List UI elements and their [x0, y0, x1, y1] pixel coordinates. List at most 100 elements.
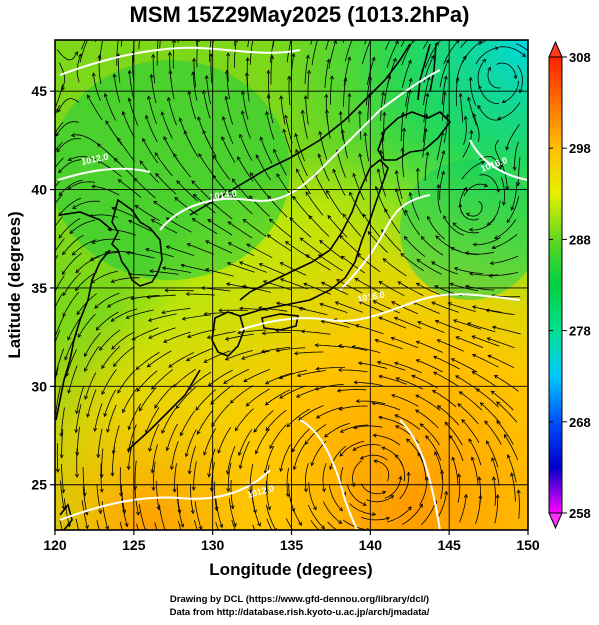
streamline: [339, 405, 368, 410]
streamline: [97, 160, 122, 177]
streamline: [238, 429, 253, 456]
streamline-arrowhead: [263, 547, 266, 551]
streamline-arrowhead: [326, 58, 331, 63]
streamline-arrowhead: [435, 41, 439, 46]
streamline-arrowhead: [91, 184, 96, 189]
streamline-arrowhead: [489, 261, 494, 266]
streamline: [95, 40, 97, 43]
streamline: [314, 173, 329, 200]
y-tick-label: 30: [31, 378, 47, 394]
streamline: [487, 337, 515, 349]
streamline: [154, 152, 173, 177]
streamline-arrowhead: [503, 35, 506, 38]
streamline-arrowhead: [349, 191, 353, 196]
streamline-arrowhead: [433, 355, 438, 360]
streamline: [55, 180, 61, 188]
streamline-arrowhead: [485, 308, 490, 313]
streamline: [62, 234, 84, 255]
streamline: [321, 320, 350, 328]
streamline-arrowhead: [506, 454, 511, 459]
streamline-arrowhead: [480, 161, 486, 165]
streamline-arrowhead: [290, 34, 293, 37]
streamline-arrowhead: [208, 53, 214, 58]
streamline-arrowhead: [177, 509, 182, 514]
streamline: [383, 112, 385, 142]
streamline: [457, 473, 461, 503]
streamline: [169, 70, 175, 100]
streamline-arrowhead: [492, 476, 497, 481]
streamline-arrowhead: [219, 523, 224, 529]
streamline: [468, 97, 477, 126]
streamline: [168, 352, 194, 368]
streamline: [384, 75, 391, 105]
streamline: [308, 504, 325, 529]
streamline: [394, 362, 422, 374]
streamline: [437, 150, 445, 179]
streamline: [422, 40, 429, 49]
streamline: [180, 410, 196, 436]
streamline-arrowhead: [223, 380, 228, 384]
streamline-arrowhead: [332, 168, 337, 173]
streamline: [156, 480, 160, 510]
streamline-arrowhead: [226, 488, 231, 493]
streamline-arrowhead: [471, 353, 477, 358]
streamline: [391, 337, 419, 349]
coastline-korea: [111, 198, 163, 287]
streamline: [349, 192, 365, 218]
streamline: [111, 277, 140, 283]
streamline-arrowhead: [394, 187, 399, 193]
streamline-arrowhead: [58, 191, 63, 197]
streamline-arrowhead: [521, 53, 526, 58]
streamline: [239, 261, 267, 273]
streamline: [401, 60, 412, 88]
streamline-arrowhead: [61, 489, 66, 494]
streamline-arrowhead: [351, 345, 356, 350]
streamline: [255, 154, 271, 181]
streamline-arrowhead: [470, 456, 475, 461]
streamline: [360, 516, 390, 521]
streamline-arrowhead: [413, 23, 416, 26]
streamline-arrowhead: [293, 351, 299, 356]
streamline: [67, 181, 96, 190]
streamline-arrowhead: [400, 252, 405, 257]
streamline-arrowhead: [304, 440, 309, 445]
streamline: [391, 394, 419, 407]
streamline: [62, 291, 79, 317]
streamline: [294, 351, 324, 354]
streamline: [379, 375, 407, 385]
streamline-arrowhead: [133, 177, 138, 182]
streamline-arrowhead: [342, 213, 347, 218]
streamline-arrowhead: [146, 295, 151, 300]
streamline-arrowhead: [354, 277, 359, 282]
streamline-arrowhead: [534, 59, 537, 63]
streamline: [55, 348, 65, 377]
streamline-arrowhead: [337, 344, 343, 349]
streamline: [293, 442, 306, 470]
streamline-arrowhead: [238, 451, 242, 457]
streamline-arrowhead: [59, 454, 64, 459]
streamline-arrowhead: [487, 354, 492, 359]
streamline: [187, 329, 216, 338]
streamline: [72, 200, 101, 209]
streamline: [193, 194, 216, 214]
streamline: [259, 263, 287, 276]
streamline: [117, 179, 142, 198]
streamline: [166, 217, 192, 233]
streamline-arrowhead: [210, 33, 213, 36]
streamline: [104, 93, 116, 121]
streamline-arrowhead: [355, 399, 360, 404]
streamline-arrowhead: [366, 527, 371, 530]
streamline-arrowhead: [124, 18, 127, 21]
streamline: [185, 429, 197, 457]
streamline-arrowhead: [374, 338, 379, 343]
streamline: [295, 133, 305, 162]
streamline-arrowhead: [207, 382, 212, 387]
streamline: [511, 473, 516, 502]
streamline-arrowhead: [258, 263, 263, 267]
streamline-arrowhead: [394, 169, 399, 175]
streamline: [487, 67, 501, 89]
streamline: [55, 386, 61, 415]
streamline-arrowhead: [110, 279, 115, 284]
streamline-arrowhead: [475, 388, 480, 393]
streamline-arrowhead: [371, 401, 376, 406]
